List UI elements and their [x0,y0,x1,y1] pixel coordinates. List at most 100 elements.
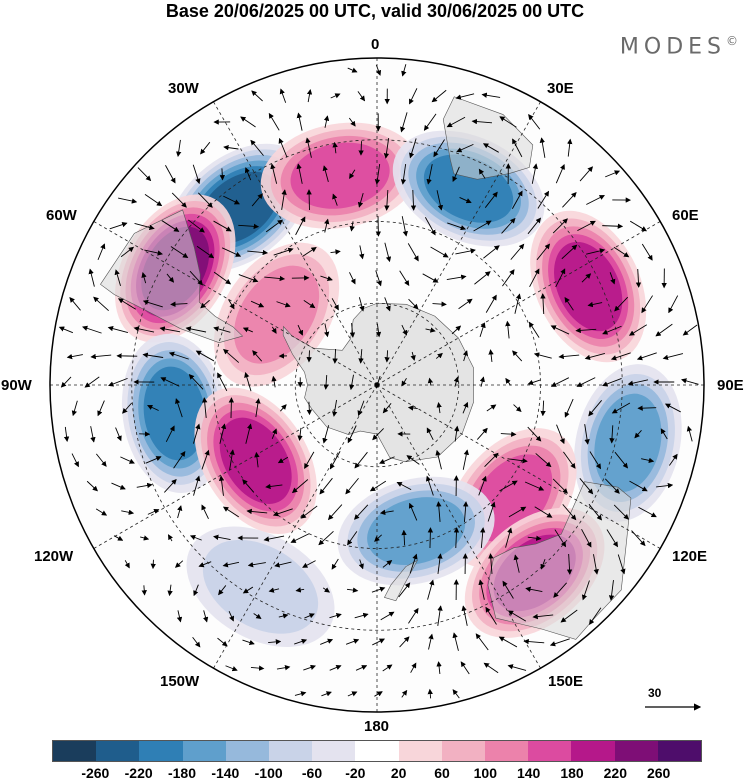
wind-vector [407,243,419,262]
wind-vector [303,664,316,671]
wind-vector [294,638,308,645]
positive-anomaly [260,122,420,229]
wind-vector [502,580,514,599]
wind-vector [280,404,287,412]
wind-vector [274,561,292,568]
wind-vector [193,584,199,597]
wind-vector [455,248,476,255]
wind-vector [485,294,497,313]
wind-vector [401,324,408,336]
wind-vector [318,531,334,546]
wind-vector [484,452,499,467]
wind-vector [238,223,260,230]
wind-vector [222,561,240,568]
wind-vector [229,449,235,470]
wind-vector [384,297,391,312]
wind-vector [323,375,329,390]
positive-anomaly [530,210,647,363]
wind-vector [540,293,546,315]
wind-vector [382,403,392,414]
wind-vector [174,560,184,568]
wind-vector [513,554,520,573]
wind-vector [82,325,102,334]
wind-vector [481,92,501,98]
wind-vector [137,167,152,182]
wind-vector [268,587,280,593]
wind-vector [107,325,129,334]
colorbar-tick-label: -20 [345,765,366,781]
wind-vector [589,451,602,470]
wind-vector [346,587,359,593]
colorbar-swatch [225,741,270,761]
wind-vector [630,220,648,232]
wind-vector [553,582,567,598]
wind-vector [276,301,291,308]
wind-vector [133,326,155,333]
wind-vector [358,141,364,156]
wind-vector [374,534,382,542]
wind-vector [409,553,418,574]
wind-vector [564,398,574,418]
wind-vector [147,404,159,411]
wind-vector [602,377,622,387]
wind-vector [202,610,209,623]
wind-vector [90,426,96,443]
wind-vector [120,246,135,258]
wind-vectors [58,64,699,699]
wind-vector [425,327,436,333]
wind-vector [177,505,183,519]
wind-vector [500,431,517,437]
wind-vector [115,427,122,442]
wind-vector [303,299,316,309]
meridian [376,101,541,386]
wind-vector [140,535,150,541]
wind-vector [560,609,578,623]
wind-vector [271,428,277,439]
wind-vector [349,169,356,179]
wind-vector [604,478,620,494]
wind-vector [251,90,263,102]
wind-vector [189,534,202,541]
wind-vector [602,223,624,229]
wind-vector [291,479,309,494]
wind-vector [584,352,606,361]
wind-vector [264,275,286,282]
wind-vector [330,249,341,255]
wind-vector [136,482,153,489]
lon-label-90e: 90E [717,377,744,394]
wind-vector [300,505,318,519]
wind-vector [380,611,395,621]
wind-vector [167,584,173,597]
wind-vector [562,504,577,521]
wind-vector [433,139,445,158]
wind-vector [375,323,382,338]
wind-vector [192,636,201,648]
wind-vector [354,451,368,469]
south-america [100,209,244,343]
wind-vector [200,299,210,309]
wind-vector [410,351,416,361]
wind-vector [533,352,552,359]
wind-vector [66,353,83,360]
colorbar-swatch [441,741,486,761]
wind-vector [505,527,513,548]
wind-vector [219,168,225,181]
wind-vector [247,249,269,256]
wind-vector [554,529,567,548]
wind-vector [159,326,181,333]
wind-vector [384,189,390,211]
wind-vector [71,453,79,468]
wind-vector [223,348,240,363]
wind-vector [217,637,228,647]
graticule [50,58,704,712]
wind-vector [505,377,511,386]
wind-vector [475,633,489,651]
wind-vector [478,579,485,600]
wind-vector [240,116,256,128]
wind-vector [507,664,527,671]
wind-vector [437,605,443,626]
wind-vector [93,296,109,312]
wind-vector [447,222,467,231]
wind-vector [435,449,442,470]
wind-vector [327,504,343,521]
